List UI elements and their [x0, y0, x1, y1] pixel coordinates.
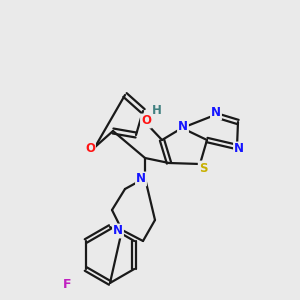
- Text: F: F: [63, 278, 71, 292]
- Text: N: N: [178, 119, 188, 133]
- Text: H: H: [152, 104, 162, 118]
- Text: N: N: [136, 172, 146, 185]
- Text: N: N: [113, 224, 123, 238]
- Text: S: S: [199, 161, 207, 175]
- Text: N: N: [234, 142, 244, 155]
- Text: N: N: [211, 106, 221, 119]
- Text: O: O: [141, 115, 151, 128]
- Text: O: O: [85, 142, 95, 154]
